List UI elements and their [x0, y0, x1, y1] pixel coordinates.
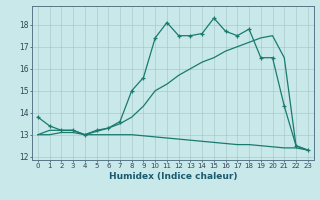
X-axis label: Humidex (Indice chaleur): Humidex (Indice chaleur) [108, 172, 237, 181]
